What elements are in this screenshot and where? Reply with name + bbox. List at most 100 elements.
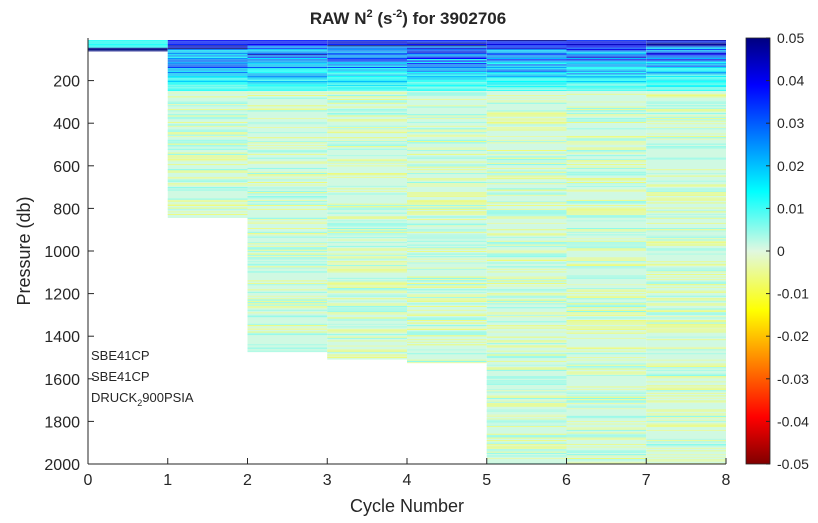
profile-cell <box>566 243 647 245</box>
profile-cell <box>566 314 647 316</box>
profile-cell <box>247 291 328 293</box>
profile-cell <box>247 221 328 223</box>
profile-cell <box>646 426 726 428</box>
profile-cell <box>646 320 726 322</box>
profile-cell <box>247 254 328 256</box>
profile-cell <box>486 176 567 178</box>
profile-cell <box>407 332 487 334</box>
profile-cell <box>407 52 487 54</box>
profile-cell <box>327 248 407 250</box>
profile-cell <box>486 52 567 54</box>
profile-cell <box>407 300 487 302</box>
profile-cell <box>486 43 567 45</box>
profile-cell <box>486 443 567 445</box>
profile-cell <box>167 81 248 83</box>
profile-cell <box>407 165 487 167</box>
profile-cell <box>247 197 328 199</box>
profile-cell <box>646 222 726 224</box>
profile-cell <box>407 213 487 215</box>
profile-cell <box>566 403 647 405</box>
profile-cell <box>566 147 647 149</box>
profile-cell <box>327 290 407 292</box>
profile-cell <box>566 49 647 51</box>
profile-cell <box>486 210 567 212</box>
profile-cell <box>407 173 487 175</box>
profile-cell <box>327 51 407 53</box>
profile-cell <box>486 240 567 242</box>
profile-cell <box>327 328 407 330</box>
profile-cell <box>407 224 487 226</box>
profile-cell <box>407 89 487 91</box>
profile-cell <box>486 331 567 333</box>
profile-cell <box>646 401 726 403</box>
profile-cell <box>486 236 567 238</box>
profile-cell <box>486 118 567 120</box>
profile-cell <box>566 216 647 218</box>
profile-cell <box>566 450 647 452</box>
profile-cell <box>247 153 328 155</box>
profile-cell <box>566 293 647 295</box>
profile-cell <box>486 45 567 47</box>
profile-cell <box>486 369 567 371</box>
profile-cell <box>327 212 407 214</box>
profile-cell <box>646 261 726 263</box>
profile-cell <box>407 148 487 150</box>
profile-cell <box>486 215 567 217</box>
profile-cell <box>407 68 487 70</box>
profile-cell <box>327 55 407 57</box>
profile-cell <box>566 244 647 246</box>
profile-cell <box>486 74 567 76</box>
profile-cell <box>646 115 726 117</box>
profile-cell <box>247 284 328 286</box>
profile-cell <box>327 141 407 143</box>
profile-cell <box>247 247 328 249</box>
profile-cell <box>646 290 726 292</box>
profile-cell <box>407 40 487 42</box>
profile-cell <box>167 101 248 103</box>
profile-cell <box>566 303 647 305</box>
profile-cell <box>486 88 567 90</box>
profile-cell <box>566 47 647 49</box>
profile-cell <box>247 201 328 203</box>
profile-cell <box>486 303 567 305</box>
profile-cell <box>646 304 726 306</box>
profile-cell <box>327 79 407 81</box>
profile-cell <box>167 188 248 190</box>
profile-cell <box>646 244 726 246</box>
profile-cell <box>486 119 567 121</box>
profile-cell <box>327 47 407 49</box>
profile-cell <box>566 395 647 397</box>
profile-cell <box>646 96 726 98</box>
profile-cell <box>167 110 248 112</box>
profile-cell <box>327 70 407 72</box>
profile-cell <box>646 381 726 383</box>
profile-cell <box>566 391 647 393</box>
profile-cell <box>566 415 647 417</box>
profile-cell <box>247 161 328 163</box>
profile-cell <box>566 396 647 398</box>
profile-cell <box>566 139 647 141</box>
profile-cell <box>327 146 407 148</box>
profile-cell <box>646 83 726 85</box>
profile-cell <box>566 371 647 373</box>
profile-cell <box>407 74 487 76</box>
profile-cell <box>327 351 407 353</box>
profile-cell <box>566 298 647 300</box>
profile-cell <box>566 65 647 67</box>
profile-cell <box>407 65 487 67</box>
profile-cell <box>646 410 726 412</box>
profile-cell <box>566 446 647 448</box>
profile-cell <box>327 355 407 357</box>
profile-cell <box>566 93 647 95</box>
profile-cell <box>407 178 487 180</box>
profile-cell <box>327 161 407 163</box>
profile-cell <box>167 143 248 145</box>
profile-cell <box>407 320 487 322</box>
profile-column <box>646 40 726 465</box>
profile-cell <box>247 162 328 164</box>
profile-cell <box>566 248 647 250</box>
y-tick-label: 2000 <box>44 457 80 474</box>
profile-cell <box>327 174 407 176</box>
profile-cell <box>646 389 726 391</box>
profile-cell <box>327 307 407 309</box>
